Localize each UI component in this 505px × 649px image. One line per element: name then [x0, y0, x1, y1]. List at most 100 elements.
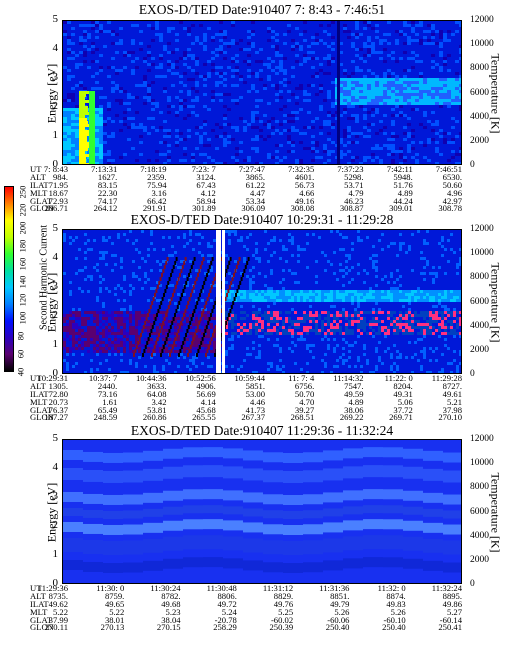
spectrogram-cell	[119, 42, 123, 45]
spectrogram-cell	[387, 81, 391, 84]
spectrogram-cell	[366, 296, 369, 299]
spectrogram-cell	[423, 156, 427, 159]
spectrogram-cell	[407, 42, 411, 45]
spectrogram-cell	[311, 135, 315, 138]
spectrogram-cell	[234, 317, 237, 320]
spectrogram-cell	[363, 84, 367, 87]
spectrogram-cell	[426, 290, 429, 293]
spectrogram-cell	[351, 102, 355, 105]
spectrogram-cell	[331, 114, 335, 117]
spectrogram-cell	[238, 257, 241, 261]
spectrogram-cell	[459, 362, 461, 365]
spectrogram-cell	[455, 90, 459, 93]
spectrogram-cell	[345, 311, 348, 314]
spectrogram-cell	[379, 120, 383, 123]
table-row: ALT 8735. 8759. 8782. 8806. 8829. 8851. 8874. 88…	[0, 592, 505, 601]
spectrogram-cell	[319, 90, 323, 93]
spectrogram-cell	[90, 248, 93, 251]
spectrogram-cell	[285, 329, 288, 332]
spectrogram-cell	[197, 273, 199, 277]
panel-3-spectrogram	[63, 440, 461, 583]
spectrogram-cell	[162, 332, 165, 335]
spectrogram-cell	[111, 350, 114, 353]
y-tick-label: 4	[52, 461, 59, 473]
spectrogram-cell	[75, 63, 79, 66]
spectrogram-cell	[203, 120, 207, 123]
spectrogram-cell	[155, 66, 159, 69]
spectrogram-cell	[126, 239, 129, 242]
spectrogram-cell	[95, 120, 99, 123]
row-label: ILAT	[30, 179, 49, 190]
spectrogram-cell	[78, 338, 81, 341]
spectrogram-cell	[339, 329, 342, 332]
spectrogram-cell	[117, 323, 120, 326]
spectrogram-cell	[75, 236, 78, 239]
spectrogram-cell	[375, 323, 378, 326]
spectrogram-cell	[165, 337, 168, 341]
spectrogram-cell	[355, 33, 359, 36]
spectrogram-cell	[427, 87, 431, 90]
spectrogram-cell	[71, 120, 75, 123]
spectrogram-cell	[167, 129, 171, 132]
spectrogram-cell	[288, 317, 291, 320]
spectrogram-cell	[117, 341, 120, 344]
spectrogram-cell	[191, 153, 195, 156]
spectrogram-cell	[357, 290, 360, 293]
spectrogram-cell	[429, 371, 432, 373]
spectrogram-cell	[420, 314, 423, 317]
row-label: ILAT	[30, 598, 49, 609]
spectrogram-cell	[177, 344, 180, 347]
spectrogram-cell	[417, 323, 420, 326]
spectrogram-cell	[438, 299, 441, 302]
spectrogram-cell	[327, 296, 330, 299]
spectrogram-cell	[423, 278, 426, 281]
spectrogram-cell	[450, 323, 453, 326]
spectrogram-cell	[303, 132, 307, 135]
spectrogram-cell	[405, 326, 408, 329]
spectrogram-cell	[147, 278, 150, 281]
spectrogram-cell	[291, 129, 295, 132]
spectrogram-cell	[294, 323, 297, 326]
spectrogram-cell	[399, 57, 403, 60]
spectrogram-cell	[213, 284, 216, 287]
spectrogram-cell	[342, 248, 345, 251]
spectrogram-cell	[89, 151, 95, 154]
spectrogram-band	[223, 536, 243, 551]
spectrogram-cell	[174, 285, 177, 289]
spectrogram-cell	[120, 317, 123, 320]
spectrogram-cell	[249, 326, 252, 329]
spectrogram-cell	[172, 293, 174, 297]
table-cell: 4.47	[249, 187, 265, 198]
spectrogram-cell	[375, 111, 379, 114]
spectrogram-cell	[363, 344, 366, 347]
spectrogram-cell	[203, 45, 207, 48]
y-axis-title: Energy [eV]	[44, 63, 59, 123]
spectrogram-cell	[138, 356, 141, 359]
spectrogram-cell	[441, 290, 444, 293]
spectrogram-cell	[63, 30, 67, 33]
spectrogram-cell	[135, 24, 139, 27]
spectrogram-cell	[191, 289, 194, 293]
spectrogram-cell	[111, 135, 115, 138]
spectrogram-band	[123, 452, 143, 463]
spectrogram-cell	[174, 329, 177, 332]
spectrogram-cell	[411, 102, 415, 105]
spectrogram-cell	[179, 57, 183, 60]
spectrogram-cell	[240, 332, 243, 335]
spectrogram-cell	[195, 341, 198, 344]
spectrogram-cell	[240, 272, 243, 275]
spectrogram-cell	[114, 293, 117, 296]
spectrogram-cell	[351, 72, 355, 75]
spectrogram-cell	[206, 297, 209, 301]
spectrogram-cell	[443, 132, 447, 135]
spectrogram-cell	[255, 323, 258, 326]
spectrogram-cell	[339, 293, 342, 296]
spectrogram-cell	[264, 296, 267, 299]
spectrogram-cell	[223, 123, 227, 126]
spectrogram-cell	[451, 93, 455, 96]
spectrogram-cell	[159, 39, 163, 42]
spectrogram-cell	[285, 293, 288, 296]
spectrogram-cell	[395, 150, 399, 153]
spectrogram-cell	[399, 314, 402, 317]
spectrogram-cell	[127, 108, 131, 111]
